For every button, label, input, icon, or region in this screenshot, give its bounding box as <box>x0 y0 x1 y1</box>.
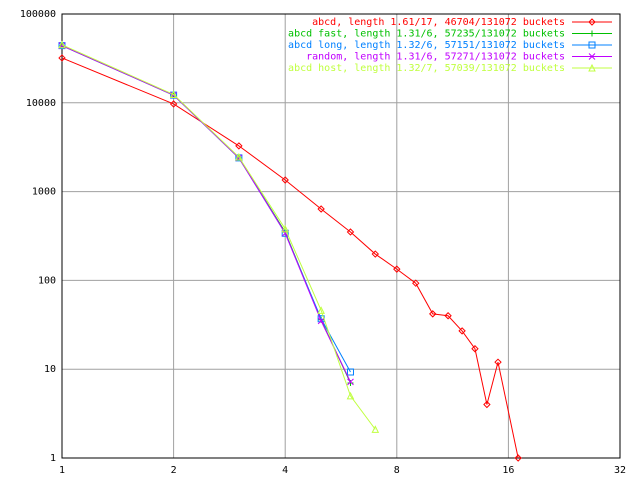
series-line <box>61 57 519 459</box>
data-marker <box>281 176 289 184</box>
data-marker <box>317 315 325 323</box>
data-marker <box>169 90 178 99</box>
y-tick-label: 10 <box>44 364 56 375</box>
data-marker <box>169 100 178 108</box>
data-marker <box>58 40 66 49</box>
series-line <box>61 45 351 373</box>
data-marker <box>471 345 479 353</box>
legend-marker <box>588 53 596 60</box>
data-marker <box>317 317 325 325</box>
x-tick-label: 32 <box>614 465 626 476</box>
y-tick-label: 1 <box>50 453 56 464</box>
data-marker <box>393 265 401 273</box>
series-line <box>61 44 376 430</box>
data-marker <box>235 152 243 161</box>
x-tick-label: 4 <box>282 465 288 476</box>
data-marker <box>346 391 355 400</box>
y-tick-label: 100 <box>38 275 56 286</box>
data-marker <box>514 454 522 462</box>
data-marker <box>371 250 380 258</box>
y-tick-label: 10000 <box>26 98 56 109</box>
data-marker <box>317 205 325 213</box>
y-tick-label: 100000 <box>20 9 56 20</box>
x-tick-label: 16 <box>502 465 514 476</box>
series-line <box>61 45 351 383</box>
series-line <box>61 45 351 384</box>
data-marker <box>412 279 420 287</box>
legend-label: abcd long, length 1.32/6, 57151/131072 b… <box>288 40 565 51</box>
legend-label: abcd host, length 1.32/7, 57039/131072 b… <box>288 63 565 74</box>
data-marker <box>346 228 355 236</box>
data-marker <box>347 378 354 386</box>
data-marker <box>458 327 466 335</box>
legend-label: abcd fast, length 1.31/6, 57235/131072 b… <box>288 29 565 40</box>
legend-marker <box>588 18 596 26</box>
data-marker <box>346 368 354 376</box>
legend-label: random, length 1.31/6, 57271/131072 buck… <box>306 52 565 63</box>
data-marker <box>235 142 243 150</box>
x-tick-label: 2 <box>171 465 177 476</box>
y-tick-label: 1000 <box>32 187 56 198</box>
data-marker <box>444 312 452 320</box>
x-tick-label: 1 <box>59 465 65 476</box>
legend-marker <box>588 63 596 72</box>
data-marker <box>494 358 502 366</box>
legend-label: abcd, length 1.61/17, 46704/131072 bucke… <box>312 17 565 28</box>
legend-marker <box>589 30 595 37</box>
data-marker <box>281 229 289 237</box>
data-marker <box>317 306 325 314</box>
data-marker <box>483 400 491 409</box>
data-marker <box>429 310 437 318</box>
legend-marker <box>588 41 596 49</box>
plot-frame <box>61 13 621 459</box>
data-marker <box>58 54 66 62</box>
x-tick-label: 8 <box>394 465 400 476</box>
data-marker <box>371 425 380 433</box>
data-marker <box>281 224 290 233</box>
